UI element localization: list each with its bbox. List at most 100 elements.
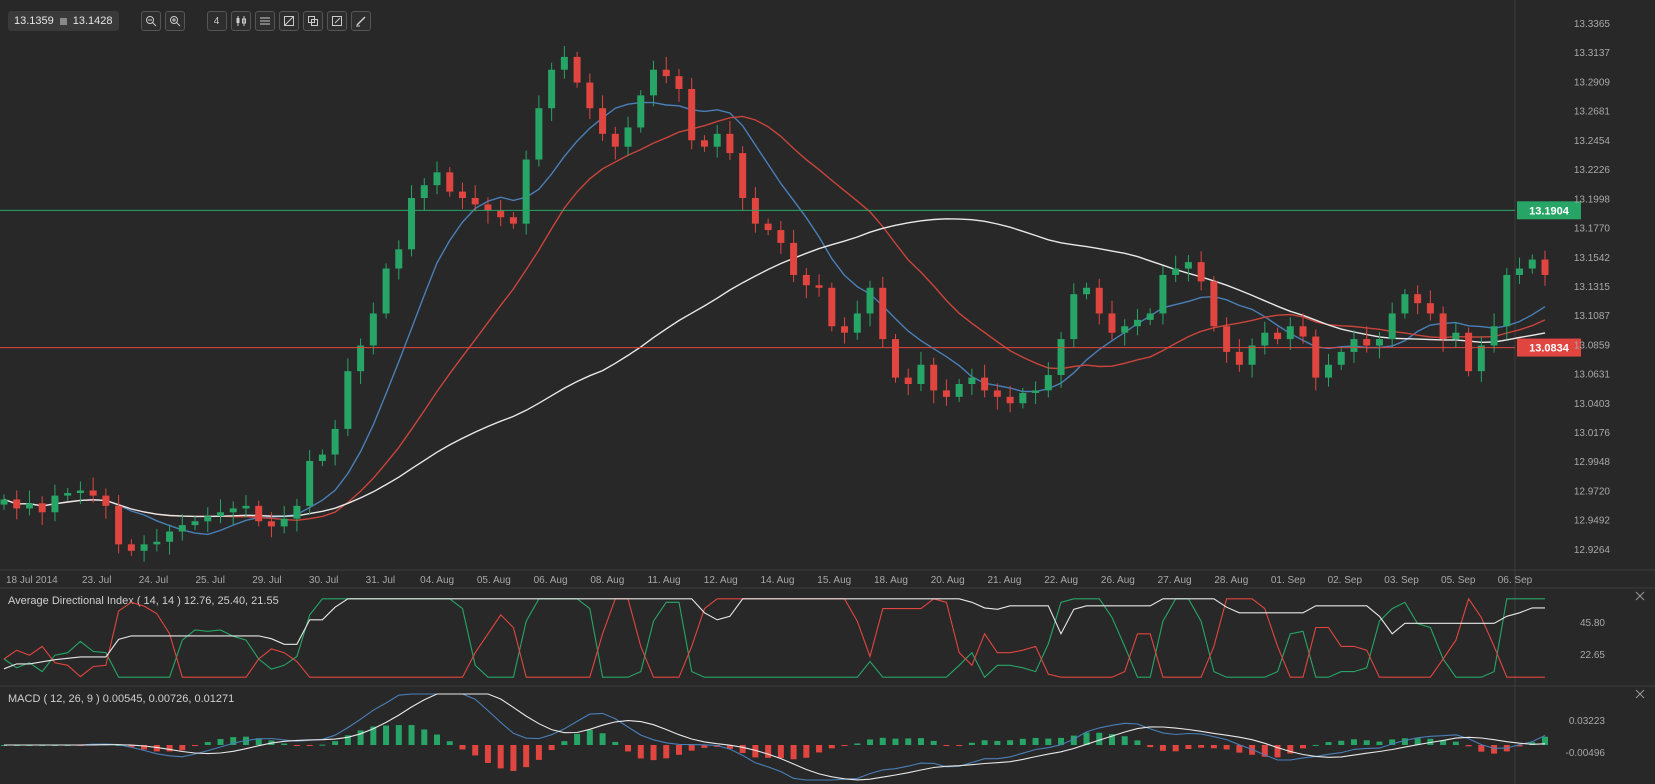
candle-body (1465, 332, 1473, 372)
price-axis: 13.3365 13.3137 13.2909 13.2681 13.2454 13.22… (1574, 19, 1611, 556)
macd-histogram-bar (1172, 745, 1179, 752)
candle-body (357, 345, 365, 372)
price-tick: 13.2226 (1574, 165, 1611, 176)
price-tick: 13.0859 (1574, 340, 1611, 351)
objects-icon[interactable] (302, 11, 323, 31)
macd-histogram-bar (293, 745, 300, 746)
candle-body (535, 108, 543, 160)
candle-body (1414, 294, 1422, 304)
macd-histogram-bar (675, 745, 682, 755)
macd-histogram-bar (344, 735, 351, 745)
candle-body (395, 249, 403, 269)
price-tick: 13.3365 (1574, 19, 1611, 30)
price-tick: 12.9948 (1574, 457, 1611, 468)
candle-body (853, 313, 861, 333)
pencil-icon[interactable] (350, 11, 371, 31)
date-tick: 01. Sep (1271, 575, 1306, 586)
support-label: 13.0834 (1529, 343, 1570, 355)
date-tick: 08. Aug (590, 575, 624, 586)
candle-body (102, 495, 110, 506)
candle-body (828, 287, 836, 327)
macd-histogram-bar (1058, 737, 1065, 745)
macd-histogram-bar (688, 745, 695, 751)
macd-histogram-bar (1159, 745, 1166, 751)
horizontal-levels[interactable]: 13.1904 13.0834 (0, 201, 1581, 357)
candle-body (140, 544, 148, 551)
macd-histogram-bar (752, 745, 759, 758)
candles-icon[interactable] (230, 11, 251, 31)
macd-histogram-bar (1198, 745, 1205, 748)
resistance-label: 13.1904 (1529, 205, 1570, 217)
candle-body (650, 69, 658, 96)
candle-body (497, 210, 505, 218)
zoom-in-icon[interactable] (164, 11, 185, 31)
price-tick: 13.1542 (1574, 253, 1611, 264)
macd-histogram-bar (1478, 745, 1485, 752)
candle-body (751, 198, 759, 224)
date-tick: 11. Aug (647, 575, 680, 586)
candle-body (981, 377, 989, 391)
candle-body (178, 525, 186, 532)
candle-body (790, 242, 798, 275)
candle-body (993, 390, 1001, 397)
macd-histogram-bar (1070, 735, 1077, 745)
templates-icon[interactable] (326, 11, 347, 31)
macd-histogram-bar (128, 745, 135, 748)
macd-axis-tick: 0.03223 (1569, 716, 1606, 727)
candle-body (1541, 259, 1549, 275)
macd-histogram-bar (637, 745, 644, 759)
macd-histogram-bar (917, 738, 924, 745)
candle-body (1261, 332, 1269, 346)
macd-histogram-bar (1108, 734, 1115, 745)
adx-line (3, 598, 1545, 670)
date-tick: 29. Jul (252, 575, 281, 586)
macd-histogram-bar (1096, 732, 1103, 745)
candle-body (64, 493, 72, 496)
macd-histogram-bar (790, 745, 797, 760)
indicators-icon[interactable] (254, 11, 275, 31)
close-icon[interactable] (1635, 689, 1645, 699)
candle-body (306, 460, 314, 506)
macd-histogram-bar (701, 745, 708, 748)
candle-body (739, 153, 747, 198)
zoom-out-icon[interactable] (140, 11, 161, 31)
candle-body (904, 377, 912, 384)
macd-histogram-bar (981, 740, 988, 745)
macd-histogram-bar (1185, 745, 1192, 750)
macd-histogram-bar (421, 729, 428, 745)
candle-body (1312, 336, 1320, 378)
candle-body (942, 390, 950, 397)
candle-body (509, 217, 517, 224)
candle-body (1184, 262, 1192, 269)
candle-body (1235, 351, 1243, 365)
candle-body (1197, 262, 1205, 282)
draw-icon[interactable] (278, 11, 299, 31)
date-tick: 04. Aug (420, 575, 454, 586)
candle-body (726, 133, 734, 154)
macd-histogram-bar (599, 733, 606, 745)
candle-body (1006, 396, 1014, 404)
macd-histogram-bar (408, 725, 415, 745)
macd-histogram-bar (306, 745, 313, 746)
moving-averages (3, 101, 1546, 536)
bid-price: 13.1359 (14, 15, 54, 27)
close-icon[interactable] (1635, 591, 1645, 601)
macd-histogram-bar (510, 745, 517, 771)
adx-plus-di-line (3, 598, 1545, 679)
date-tick: 28. Aug (1214, 575, 1248, 586)
period-button[interactable]: 4 (206, 11, 227, 31)
date-tick: 02. Sep (1328, 575, 1363, 586)
date-tick: 12. Aug (704, 575, 738, 586)
macd-histogram-bar (879, 737, 886, 745)
macd-histogram-bar (1210, 745, 1217, 749)
candle-body (560, 56, 568, 70)
price-tick: 12.9720 (1574, 486, 1611, 497)
macd-histogram-bar (943, 745, 950, 746)
macd-histogram-bar (650, 745, 657, 761)
date-tick: 31. Jul (366, 575, 395, 586)
date-tick: 06. Sep (1498, 575, 1533, 586)
support-label-box (1517, 338, 1581, 357)
candle-body (1223, 326, 1231, 352)
candle-body (331, 428, 339, 455)
